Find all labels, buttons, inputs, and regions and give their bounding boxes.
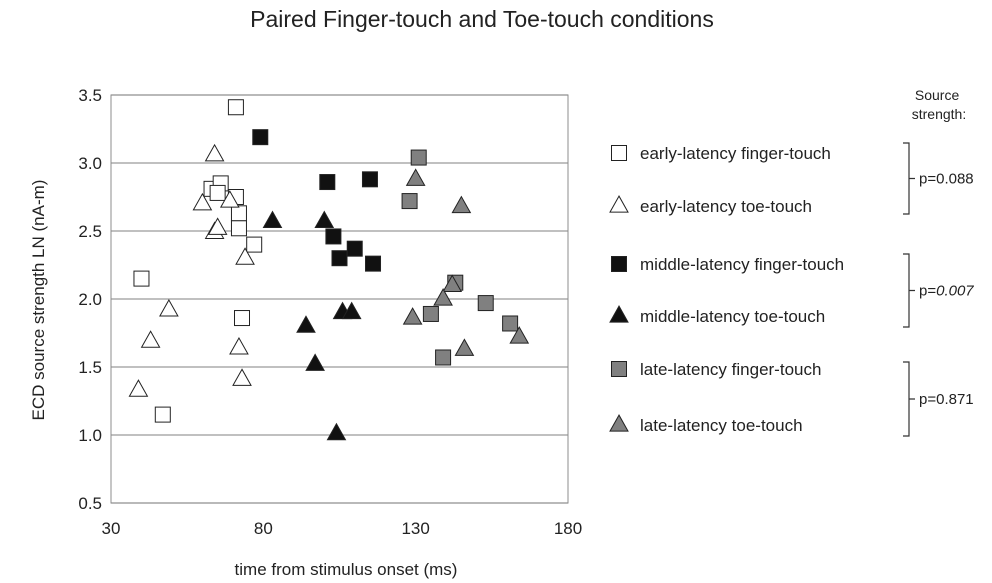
data-point (133, 270, 150, 287)
y-axis-label: ECD source strength LN (nA-m) (29, 180, 48, 421)
data-point (410, 149, 427, 166)
series-early-latency-finger-touch (133, 99, 263, 423)
y-tick-label: 0.5 (78, 494, 102, 513)
data-point (454, 338, 475, 356)
x-axis-label: time from stimulus onset (ms) (235, 560, 458, 579)
data-point (230, 220, 247, 237)
gridlines (111, 94, 568, 504)
data-point (232, 368, 252, 386)
legend-label: late-latency toe-touch (640, 416, 803, 435)
legend-marker (611, 145, 627, 161)
data-point (227, 99, 244, 116)
data-point (325, 228, 342, 245)
series-early-latency-toe-touch (128, 143, 255, 397)
data-point (230, 205, 247, 222)
data-point (405, 168, 426, 186)
legend-marker (609, 414, 629, 432)
y-tick-label: 3.0 (78, 154, 102, 173)
data-point (451, 195, 472, 214)
y-axis-ticks: 0.5 1.0 1.5 2.0 2.5 3.0 3.5 (78, 86, 102, 513)
source-strength-heading: Source strength: (912, 87, 966, 122)
data-point (326, 422, 347, 441)
chart-title: Paired Finger-touch and Toe-touch condit… (250, 6, 714, 32)
data-point (219, 190, 240, 208)
series-middle-latency-toe-touch (262, 210, 362, 441)
data-point (422, 305, 439, 322)
data-point (246, 236, 263, 253)
x-tick-label: 80 (254, 519, 273, 538)
y-tick-label: 2.0 (78, 290, 102, 309)
plot-frame (110, 94, 569, 504)
data-point (509, 326, 530, 344)
data-point (346, 240, 363, 257)
legend-marker (609, 305, 629, 323)
data-point (192, 192, 213, 211)
data-points (128, 99, 530, 441)
data-point (296, 315, 316, 333)
data-point (252, 129, 269, 146)
x-tick-label: 180 (554, 519, 582, 538)
x-tick-label: 130 (401, 519, 429, 538)
y-tick-label: 3.5 (78, 86, 102, 105)
data-point (128, 379, 149, 397)
p-value: p=0.871 (919, 391, 974, 408)
series-middle-latency-finger-touch (252, 129, 382, 272)
y-tick-label: 2.5 (78, 222, 102, 241)
data-point (331, 250, 348, 267)
data-point (209, 184, 226, 201)
legend-marker (611, 361, 627, 377)
legend-label: middle-latency finger-touch (640, 255, 844, 274)
data-point (159, 298, 179, 317)
x-axis-ticks: 30 80 130 180 (102, 519, 583, 538)
data-point (207, 217, 228, 235)
data-point (502, 315, 519, 332)
legend-marker (611, 256, 627, 272)
data-point (262, 210, 283, 229)
data-point (140, 330, 161, 348)
y-tick-label: 1.0 (78, 426, 102, 445)
data-point (204, 143, 225, 162)
data-point (229, 337, 249, 355)
series-late-latency-toe-touch (402, 168, 530, 356)
y-tick-label: 1.5 (78, 358, 102, 377)
legend-label: early-latency toe-touch (640, 197, 812, 216)
data-point (401, 193, 418, 210)
data-point (361, 171, 378, 188)
data-point (314, 210, 335, 229)
legend-label: middle-latency toe-touch (640, 307, 825, 326)
legend-label: early-latency finger-touch (640, 144, 831, 163)
x-tick-label: 30 (102, 519, 121, 538)
data-point (402, 307, 423, 325)
bracket (903, 361, 915, 437)
data-point (234, 310, 251, 327)
data-point (341, 301, 362, 320)
data-point (154, 406, 171, 423)
data-point (365, 255, 382, 272)
data-point (435, 349, 452, 366)
legend-marker (609, 195, 629, 213)
data-point (319, 174, 336, 191)
legend-label: late-latency finger-touch (640, 360, 821, 379)
bracket (903, 253, 915, 328)
p-value: p=0.088 (919, 171, 974, 188)
data-point (442, 274, 463, 292)
data-point (305, 353, 325, 371)
data-point (235, 247, 255, 265)
bracket (903, 142, 915, 215)
data-point (433, 288, 453, 306)
legend: early-latency finger-touch early-latency … (609, 144, 844, 435)
data-point (477, 295, 494, 312)
significance-brackets: p=0.088 p=0.007 p=0.871 (903, 142, 974, 437)
p-value: p=0.007 (919, 283, 974, 300)
